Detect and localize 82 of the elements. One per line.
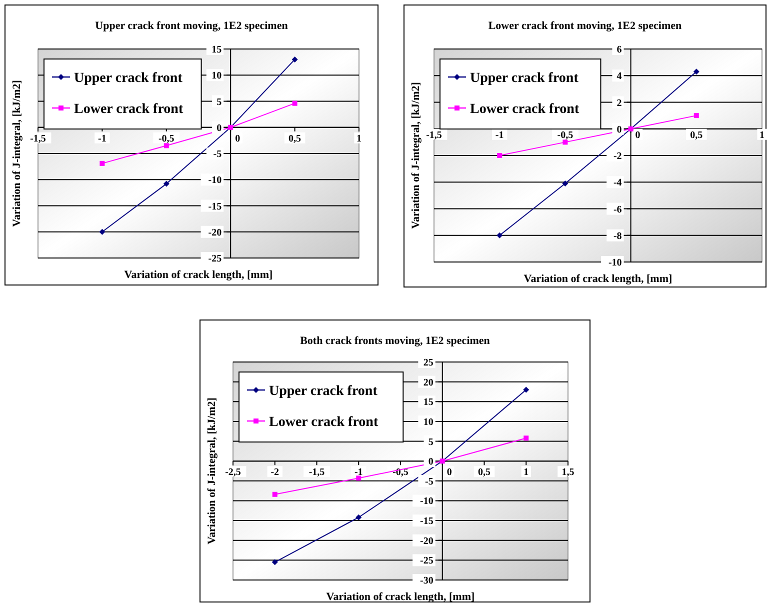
x-tick-label: -1 [495,130,504,141]
legend-label: Lower crack front [470,102,580,117]
point [272,492,278,497]
point [356,476,362,481]
x-tick-label: 1,5 [562,467,574,478]
y-tick-label: 10 [423,416,434,428]
x-tick-label: -1,5 [30,133,46,144]
y-tick-label: -2 [613,151,622,162]
legend-label: Lower crack front [74,102,184,117]
y-tick-label: 5 [428,436,434,448]
x-tick-label: 0 [235,133,240,144]
y-tick-label: 0 [428,456,434,468]
point [523,386,530,393]
y-tick-label: 4 [616,71,622,82]
point [100,160,105,166]
point [292,56,298,62]
x-tick-label: -1 [98,133,106,144]
point [272,559,278,566]
x-axis-title: Variation of crack length, [mm] [326,591,475,603]
point [356,514,362,520]
point [694,113,699,118]
y-tick-label: -10 [608,258,622,268]
point [496,232,503,238]
y-tick-label: -15 [420,516,434,528]
y-tick-label: -6 [613,204,622,216]
point [99,228,106,235]
y-tick-label: -20 [420,536,434,547]
x-tick-label: 0,5 [478,467,490,478]
x-tick-label: -2 [270,467,280,478]
y-tick-label: -25 [420,556,434,567]
y-tick-label: 20 [423,377,434,388]
y-tick-label: 2 [616,98,622,109]
x-tick-label: -0,5 [557,130,574,141]
x-tick-label: -0,5 [158,133,174,144]
x-tick-label: 1 [760,130,764,141]
x-tick-label: -1 [354,467,363,478]
y-axis-title: Variation of J-integral, [kJ/m2] [410,82,422,229]
y-tick-label: 0 [216,122,222,134]
x-tick-label: 1 [524,467,529,478]
x-tick-label: 0,5 [288,133,302,144]
y-axis-title: Variation of J-integral, [kJ/m2] [206,398,218,544]
x-tick-label: 0 [635,130,640,141]
y-axis-title: Variation of J-integral, [kJ/m2] [11,80,23,227]
y-tick-label: 6 [616,44,622,56]
chart-title: Upper crack front moving, 1E2 specimen [95,20,288,32]
legend-label: Upper crack front [74,71,183,86]
point [562,140,568,145]
y-tick-label: -30 [420,576,434,586]
legend-label: Upper crack front [470,71,579,86]
x-axis-title: Variation of crack length, [mm] [124,269,273,281]
x-axis-title: Variation of crack length, [mm] [524,273,672,285]
point [693,68,700,75]
y-tick-label: -10 [420,496,434,508]
x-tick-label: 0,5 [690,130,703,141]
legend-label: Upper crack front [269,384,378,399]
y-tick-label: -4 [613,178,622,189]
y-tick-label: -5 [213,149,222,160]
x-tick-label: -2,5 [225,467,241,478]
y-tick-label: -10 [208,175,222,186]
y-tick-label: -15 [208,201,222,212]
y-tick-label: -5 [425,476,434,488]
y-tick-label: -25 [208,254,222,264]
y-tick-label: 15 [212,44,222,56]
point [163,180,170,187]
y-tick-label: 10 [212,70,222,82]
legend-label: Lower crack front [269,415,378,430]
chart-title: Both crack fronts moving, 1E2 specimen [300,335,490,347]
x-tick-label: -1,5 [426,130,442,141]
chart-title: Lower crack front moving, 1E2 specimen [488,20,682,32]
y-tick-label: 15 [423,397,434,408]
x-tick-label: -1,5 [308,467,325,478]
point [292,100,298,106]
y-tick-label: -20 [208,227,222,238]
point [562,180,568,186]
y-tick-label: 5 [216,96,222,108]
point [164,143,169,148]
point [524,436,529,441]
x-tick-label: 1 [356,133,362,144]
point [497,153,502,158]
y-tick-label: -8 [613,230,622,242]
x-tick-label: 0 [446,467,452,478]
y-tick-label: 25 [423,358,434,368]
